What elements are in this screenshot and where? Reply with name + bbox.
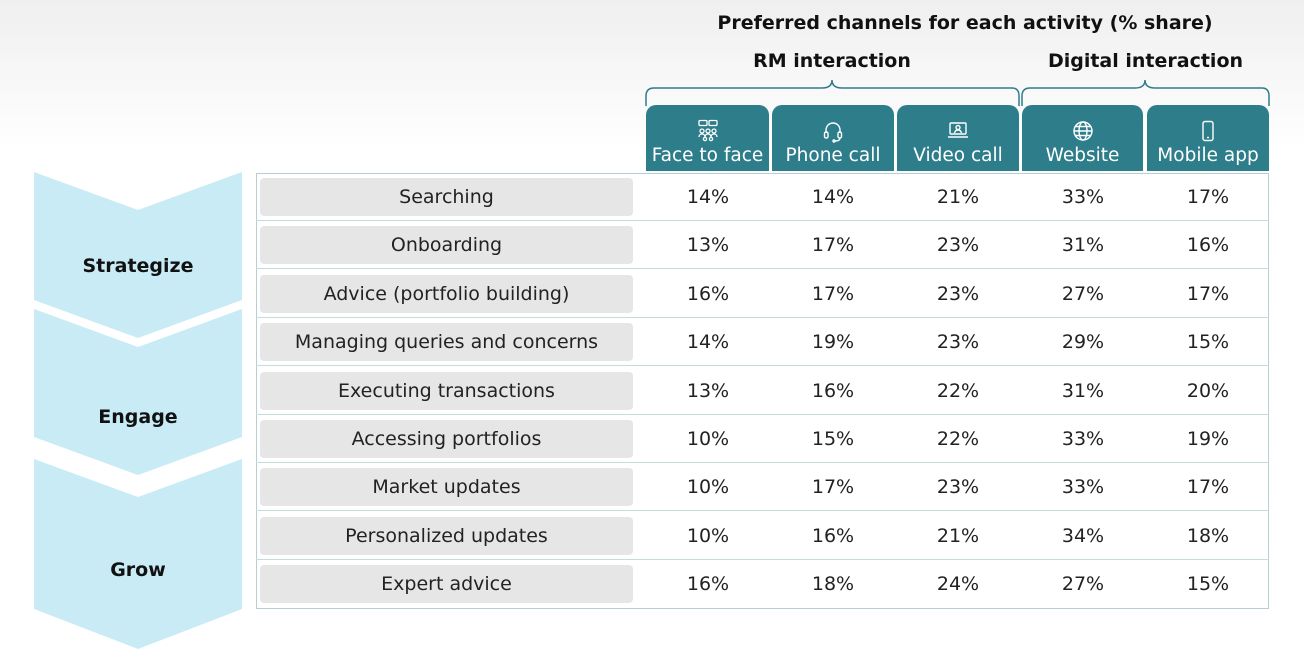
value-cell: 33% xyxy=(1061,428,1105,450)
laptop-video-icon xyxy=(948,122,968,138)
table-row: Managing queries and concerns 14% 19% 23% 29… xyxy=(256,318,1269,367)
value-cell: 17% xyxy=(811,476,855,499)
value-cell: 23% xyxy=(936,476,980,499)
value-cell: 31% xyxy=(1061,379,1105,402)
value-cell: 27% xyxy=(1061,573,1105,596)
value-cell: 17% xyxy=(811,282,855,305)
row-divider xyxy=(256,316,1269,318)
value-cell: 22% xyxy=(936,428,980,450)
row-divider xyxy=(256,220,1269,221)
value-cell: 23% xyxy=(936,234,980,257)
table-row: Advice (portfolio building) 16% 17% 23% 27% 1… xyxy=(256,270,1269,318)
table-row: Executing transactions 13% 16% 22% 31% 20% xyxy=(256,367,1269,415)
globe-icon xyxy=(1072,121,1093,141)
stage-label-strategize: Strategize xyxy=(82,255,194,277)
column-header-video-call: Video call xyxy=(897,105,1019,171)
value-cell: 14% xyxy=(686,186,730,208)
value-cell: 17% xyxy=(811,234,855,257)
value-cell: 27% xyxy=(1061,282,1105,305)
value-cell: 14% xyxy=(811,186,855,208)
column-label: Mobile app xyxy=(1157,145,1259,166)
activity-label: Personalized updates xyxy=(260,516,633,555)
value-cell: 16% xyxy=(686,573,730,596)
chevron-strategize xyxy=(34,172,242,338)
value-cell: 16% xyxy=(811,379,855,402)
activity-label: Searching xyxy=(260,178,633,216)
activity-label: Market updates xyxy=(260,468,633,507)
column-label: Video call xyxy=(913,145,1003,166)
stage-label-engage: Engage xyxy=(98,406,178,428)
group-title-digital: Digital interaction xyxy=(1047,50,1244,72)
value-cell: 10% xyxy=(686,524,730,547)
column-header-mobile-app: Mobile app xyxy=(1147,105,1269,171)
people-meeting-icon xyxy=(697,119,718,142)
value-cell: 13% xyxy=(686,379,730,402)
value-cell: 23% xyxy=(936,282,980,305)
headset-icon xyxy=(823,122,843,143)
activity-label: Managing queries and concerns xyxy=(260,323,633,362)
row-divider xyxy=(256,558,1269,560)
value-cell: 15% xyxy=(1186,331,1230,354)
value-cell: 23% xyxy=(936,331,980,354)
chart-title: Preferred channels for each activity (% … xyxy=(717,12,1213,34)
value-cell: 17% xyxy=(1186,476,1230,499)
value-cell: 24% xyxy=(936,573,980,596)
column-header-website: Website xyxy=(1022,105,1143,171)
value-cell: 14% xyxy=(686,331,730,354)
value-cell: 15% xyxy=(811,428,855,450)
column-label: Phone call xyxy=(785,145,881,166)
row-divider xyxy=(256,365,1269,367)
value-cell: 21% xyxy=(936,186,980,208)
value-cell: 16% xyxy=(686,282,730,305)
bracket-digital xyxy=(1021,79,1270,106)
value-cell: 17% xyxy=(1186,282,1230,305)
group-title-rm: RM interaction xyxy=(753,50,911,72)
value-cell: 33% xyxy=(1061,476,1105,499)
bracket-rm xyxy=(645,79,1020,106)
value-cell: 34% xyxy=(1061,524,1105,547)
value-cell: 20% xyxy=(1186,379,1230,402)
row-divider xyxy=(256,462,1269,463)
row-divider xyxy=(256,413,1269,415)
table-row: Market updates 10% 17% 23% 33% 17% xyxy=(256,463,1269,512)
group-brackets xyxy=(645,79,1270,106)
value-cell: 18% xyxy=(811,573,855,596)
value-cell: 19% xyxy=(1186,428,1230,450)
value-cell: 19% xyxy=(811,331,855,354)
value-cell: 10% xyxy=(686,428,730,450)
value-cell: 15% xyxy=(1186,573,1230,596)
table-row: Searching 14% 14% 21% 33% 17% xyxy=(256,173,1269,221)
activity-label: Accessing portfolios xyxy=(260,420,633,458)
value-cell: 21% xyxy=(936,524,980,547)
value-cell: 17% xyxy=(1186,186,1230,208)
smartphone-icon xyxy=(1202,120,1214,142)
column-header-face-to-face: Face to face xyxy=(646,105,769,171)
activity-label: Onboarding xyxy=(260,226,633,265)
column-label: Face to face xyxy=(651,145,764,166)
table-row: Personalized updates 10% 16% 21% 34% 18% xyxy=(256,512,1269,560)
value-cell: 16% xyxy=(811,524,855,547)
chevron-grow xyxy=(34,459,242,649)
table-row: Accessing portfolios 10% 15% 22% 33% 19% xyxy=(256,415,1269,463)
value-cell: 13% xyxy=(686,234,730,257)
chevron-engage xyxy=(34,309,242,475)
value-cell: 29% xyxy=(1061,331,1105,354)
value-cell: 31% xyxy=(1061,234,1105,257)
value-cell: 16% xyxy=(1186,234,1230,257)
column-label: Website xyxy=(1045,145,1120,166)
activity-label: Executing transactions xyxy=(260,371,633,410)
table-row: Expert advice 16% 18% 24% 27% 15% xyxy=(256,560,1269,608)
column-header-phone-call: Phone call xyxy=(772,105,894,171)
row-divider xyxy=(256,268,1269,270)
activity-label: Advice (portfolio building) xyxy=(260,274,633,313)
value-cell: 33% xyxy=(1061,186,1105,208)
row-divider xyxy=(256,510,1269,512)
activity-label: Expert advice xyxy=(260,565,633,604)
value-cell: 18% xyxy=(1186,524,1230,547)
value-cell: 22% xyxy=(936,379,980,402)
stage-label-grow: Grow xyxy=(110,559,166,581)
value-cell: 10% xyxy=(686,476,730,499)
table-row: Onboarding 13% 17% 23% 31% 16% xyxy=(256,221,1269,270)
